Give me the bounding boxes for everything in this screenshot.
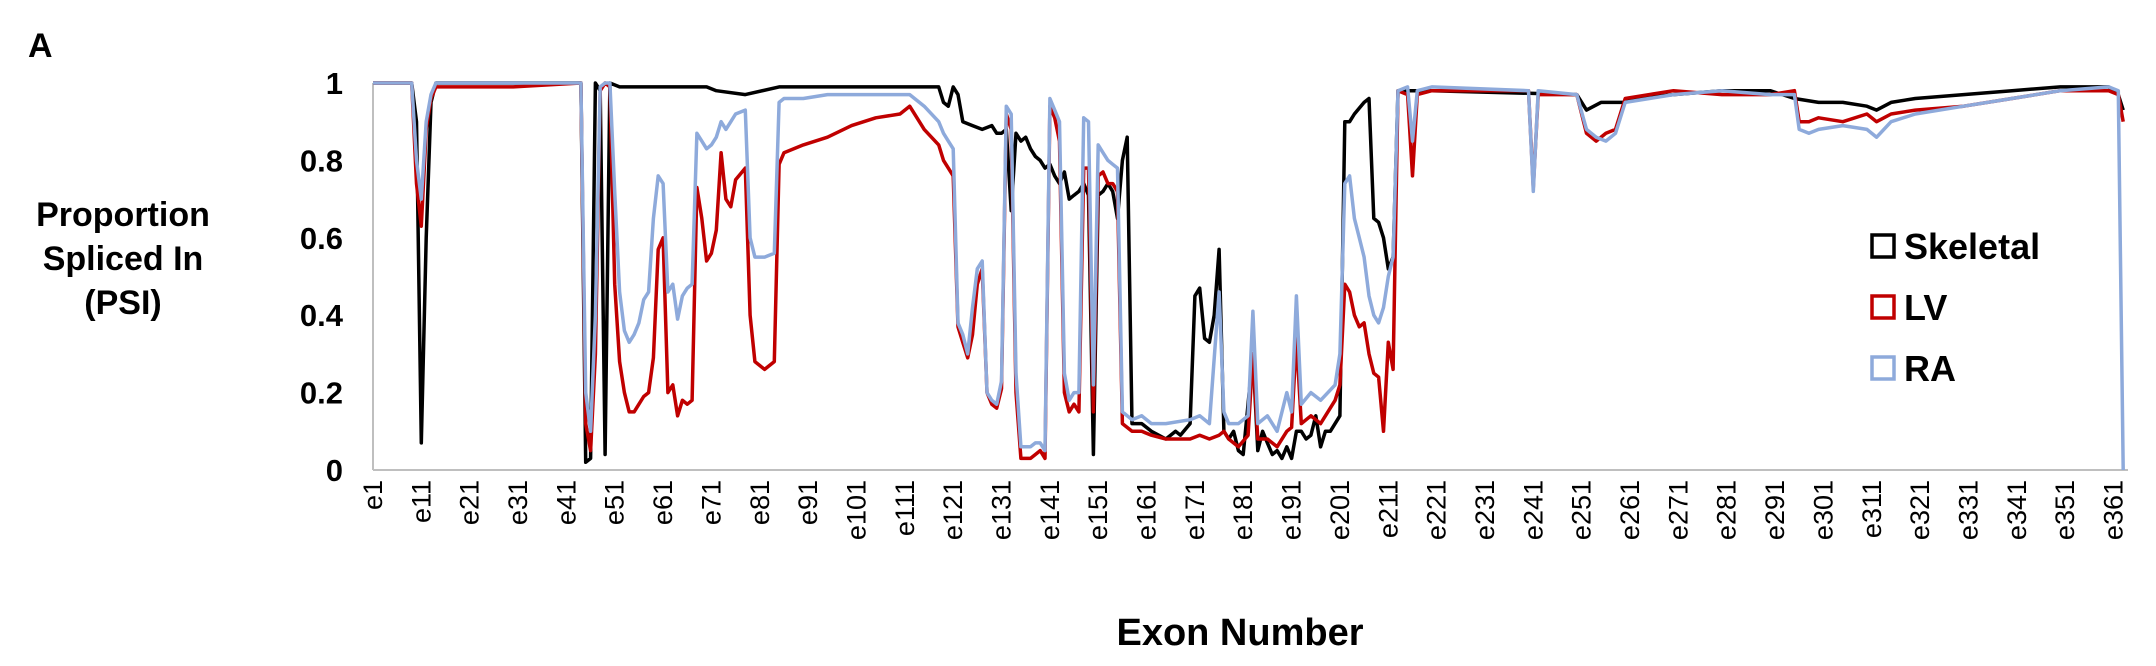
legend-swatch-ra [1870,355,1896,381]
legend-swatch-lv [1870,294,1896,320]
y-tick-label: 0.6 [300,221,343,256]
x-tick-label: e201 [1325,480,1355,540]
y-tick-label: 0.2 [300,376,343,411]
series-lines [373,81,2125,471]
x-tick-label: e281 [1712,480,1742,540]
x-tick-label: e311 [1857,480,1887,538]
x-tick-label: e91 [793,480,823,525]
x-tick-label: e131 [987,480,1017,540]
x-tick-label: e301 [1808,480,1838,540]
x-tick-label: e241 [1518,480,1548,540]
y-axis-title-line-3: (PSI) [84,284,161,322]
panel-label: A [28,27,53,65]
y-axis-title-line-2: Spliced In [43,240,204,278]
x-tick-labels: e1 e11 e21 e31 e41 e51 e61 e71 e81 e91 e101 e111 e12… [358,480,2128,540]
x-tick-label: e251 [1567,480,1597,540]
legend: Skeletal LV RA [1870,226,2040,389]
x-tick-label: e151 [1083,480,1113,540]
y-tick-labels: 0 0.2 0.4 0.6 0.8 1 [300,66,344,488]
x-tick-label: e31 [503,480,533,525]
y-axis-title-line-1: Proportion [36,196,210,234]
y-tick-label: 0.8 [300,143,343,178]
series-line-ra [373,81,2125,471]
x-tick-label: e261 [1615,480,1645,540]
x-tick-label: e11 [406,480,436,523]
x-tick-label: e161 [1132,480,1162,540]
x-tick-label: e141 [1035,480,1065,540]
y-tick-label: 0 [326,453,343,488]
x-tick-label: e81 [745,480,775,525]
x-tick-label: e211 [1373,480,1403,538]
legend-label-lv: LV [1904,287,1947,328]
legend-label-ra: RA [1904,348,1956,389]
x-tick-label: e181 [1228,480,1258,540]
series-line-skeletal [373,81,2125,465]
x-tick-label: e221 [1422,480,1452,540]
x-tick-label: e41 [551,480,581,525]
x-tick-label: e271 [1663,480,1693,540]
x-tick-label: e1 [358,480,388,510]
x-tick-label: e341 [2002,480,2032,540]
x-tick-label: e71 [696,480,726,525]
x-tick-label: e21 [455,480,485,525]
y-tick-label: 1 [326,66,343,101]
x-tick-label: e111 [890,480,920,536]
x-axis-title: Exon Number [1116,612,1363,654]
legend-label-skeletal: Skeletal [1904,226,2040,267]
x-tick-label: e61 [648,480,678,525]
x-tick-label: e321 [1905,480,1935,540]
x-tick-label: e291 [1760,480,1790,540]
x-tick-label: e331 [1953,480,1983,540]
x-tick-label: e351 [2050,480,2080,540]
x-tick-label: e101 [841,480,871,540]
y-tick-label: 0.4 [300,298,344,333]
x-tick-label: e121 [938,480,968,540]
x-tick-label: e191 [1277,480,1307,540]
x-tick-label: e171 [1180,480,1210,540]
y-axis-title: Proportion Spliced In (PSI) [36,196,210,322]
legend-swatch-skeletal [1870,233,1896,259]
x-tick-label: e51 [600,480,630,525]
x-tick-label: e361 [2098,480,2128,540]
x-tick-label: e231 [1470,480,1500,540]
